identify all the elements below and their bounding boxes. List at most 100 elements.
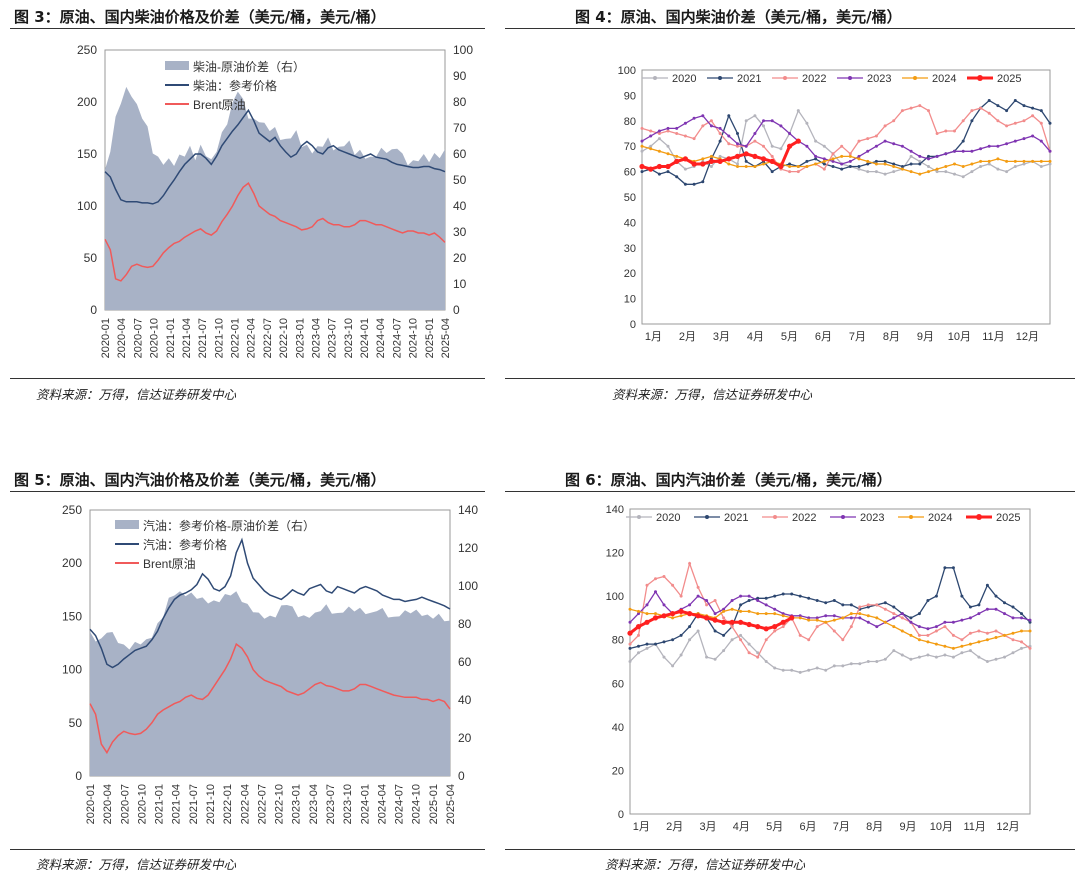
- x-tick-label: 12月: [1016, 331, 1039, 343]
- series-point-2021: [918, 162, 922, 166]
- series-area-spread: [105, 86, 445, 311]
- series-point-2024: [951, 646, 955, 650]
- y-tick-label: 10: [624, 294, 636, 306]
- y-tick-label: 0: [618, 809, 624, 821]
- series-point-2021: [917, 612, 921, 616]
- series-point-2025: [769, 158, 775, 164]
- series-point-2020: [987, 162, 991, 166]
- series-point-2020: [934, 655, 938, 659]
- series-point-2023: [805, 144, 809, 148]
- series-point-2020: [815, 666, 819, 670]
- series-point-2021: [773, 594, 777, 598]
- series-point-2023: [1003, 612, 1006, 616]
- series-point-2021: [1003, 601, 1006, 605]
- series-point-2022: [1020, 640, 1023, 644]
- series-point-2020: [909, 657, 913, 661]
- title-rule: [10, 28, 485, 29]
- series-point-2020: [736, 162, 739, 166]
- series-point-2020: [979, 165, 983, 168]
- series-point-2023: [705, 599, 709, 602]
- y-left-tick-label: 0: [75, 769, 82, 783]
- y-right-tick-label: 20: [458, 731, 472, 745]
- series-point-2022: [892, 119, 896, 123]
- series-point-2020: [935, 170, 939, 174]
- series-point-2024: [968, 642, 972, 646]
- series-point-2022: [796, 170, 800, 174]
- y-tick-label: 70: [624, 141, 636, 153]
- series-point-2021: [857, 165, 861, 168]
- series-point-2021: [961, 139, 965, 143]
- chart-fig4: 0 10 20 30 40 50 60 70 80 90 100 1月 2月 3月 4月 5月 6月 7月 8月 9月…: [618, 65, 1052, 343]
- y-tick-label: 80: [624, 116, 636, 128]
- x-tick-label: 2024-07: [391, 318, 403, 358]
- series-point-2021: [628, 646, 632, 650]
- x-tick-label: 2022-07: [256, 784, 268, 824]
- series-point-2020: [822, 144, 826, 148]
- series-point-2025: [746, 621, 752, 628]
- series-point-2025: [682, 156, 688, 162]
- series-point-2024: [747, 609, 751, 613]
- y-right-tick-label: 0: [458, 769, 465, 783]
- series-point-2023: [875, 625, 879, 629]
- series-point-2024: [926, 640, 930, 644]
- series-point-2023: [779, 124, 783, 128]
- series-point-2021: [1020, 612, 1023, 616]
- series-point-2022: [987, 111, 991, 115]
- series-point-2024: [736, 165, 739, 168]
- chart-fig3: 0 50 100 150 200 250 0 10 20 30 40 50 60 70 80 90 100 202…: [77, 43, 473, 358]
- series-point-2025: [721, 619, 727, 625]
- series-point-2020: [666, 144, 670, 148]
- x-tick-label: 8月: [866, 821, 883, 833]
- series-point-2025: [752, 153, 758, 159]
- series-point-2023: [713, 612, 717, 616]
- series-point-2020: [909, 154, 913, 158]
- series-point-2022: [996, 119, 1000, 123]
- series-point-2022: [692, 137, 696, 141]
- series-point-2021: [1005, 109, 1009, 113]
- series-point-2022: [935, 132, 939, 135]
- series-point-2022: [960, 638, 964, 642]
- x-tick-label: 2022-01: [222, 784, 234, 824]
- series-point-2024: [961, 165, 965, 168]
- x-tick-label: 11月: [982, 331, 1004, 343]
- y-left-tick-label: 150: [62, 609, 82, 623]
- x-tick-label: 2023-07: [325, 784, 337, 824]
- series-point-2024: [649, 147, 653, 151]
- source-rule: [10, 849, 485, 850]
- x-tick-label: 2022-10: [278, 318, 290, 358]
- series-point-2020: [645, 646, 649, 650]
- series-point-2021: [934, 594, 938, 598]
- series-point-2023: [788, 132, 792, 135]
- x-tick-label: 10月: [948, 331, 971, 343]
- series-point-2020: [985, 660, 989, 663]
- series-point-2022: [858, 605, 862, 609]
- series-point-2020: [779, 147, 783, 151]
- series-point-2024: [762, 162, 765, 166]
- series-point-2023: [1028, 618, 1032, 622]
- series-point-2020: [866, 660, 870, 663]
- series-point-2022: [781, 625, 785, 629]
- series-point-2025: [717, 158, 723, 164]
- series-point-2025: [704, 615, 710, 621]
- legend-marker: [976, 514, 982, 520]
- y-left-tick-label: 0: [90, 303, 97, 317]
- series-point-2024: [822, 159, 826, 163]
- series-point-2023: [747, 594, 751, 598]
- series-point-2023: [848, 159, 852, 163]
- series-point-2025: [661, 613, 667, 619]
- series-point-2022: [822, 167, 826, 171]
- series-point-2023: [709, 124, 713, 128]
- series-point-2020: [866, 170, 870, 174]
- legend-marker: [848, 76, 852, 80]
- x-tick-label: 2月: [679, 331, 696, 343]
- series-point-2022: [675, 132, 679, 135]
- series-point-2022: [1011, 638, 1015, 642]
- series-point-2022: [900, 109, 904, 113]
- series-point-2022: [1005, 124, 1009, 128]
- series-point-2024: [831, 157, 835, 161]
- y-right-tick-label: 90: [453, 69, 467, 83]
- series-point-2023: [970, 149, 974, 153]
- series-point-2022: [994, 629, 998, 633]
- series-point-2020: [1048, 162, 1052, 166]
- series-point-2023: [961, 149, 965, 153]
